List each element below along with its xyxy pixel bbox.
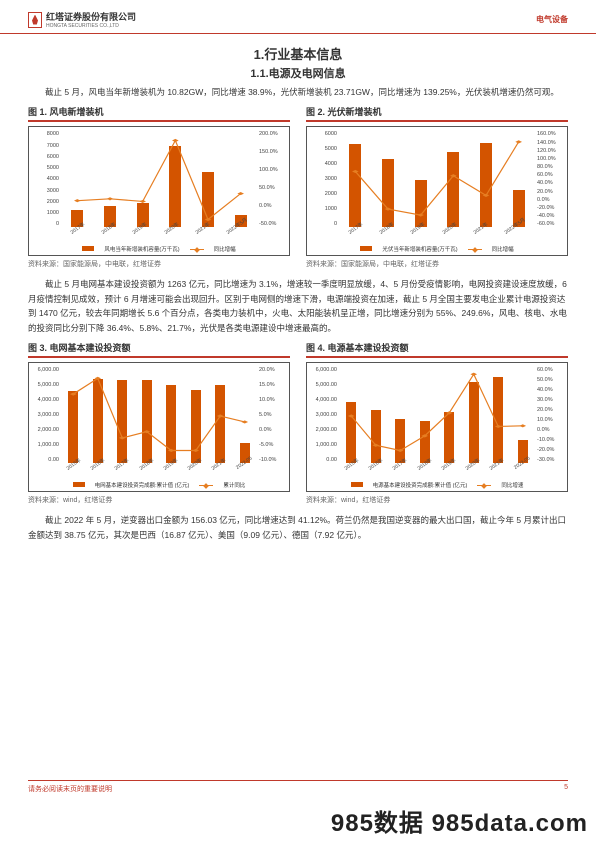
page-content: 1.行业基本信息 1.1.电源及电网信息 截止 5 月，风电当年新增装机为 10…: [0, 34, 596, 542]
chart-3-source: 资料来源：wind，红塔证券: [28, 495, 290, 505]
paragraph-3: 截止 2022 年 5 月，逆变器出口金额为 156.03 亿元，同比增速达到 …: [28, 513, 568, 542]
paragraph-2: 截止 5 月电网基本建设投资额为 1263 亿元，同比增速为 3.1%，增速较一…: [28, 277, 568, 335]
paragraph-1: 截止 5 月，风电当年新增装机为 10.82GW，同比增速 38.9%，光伏新增…: [28, 85, 568, 99]
chart-1-col: 图 1. 风电新增装机 8000700060005000400030002000…: [28, 105, 290, 269]
chart-1-title: 图 1. 风电新增装机: [28, 105, 290, 122]
chart-2-source: 资料来源：国家能源局，中电联，红塔证券: [306, 259, 568, 269]
chart-row-1: 图 1. 风电新增装机 8000700060005000400030002000…: [28, 105, 568, 269]
chart-4-col: 图 4. 电源基本建设投资额 6,000.005,000.004,000.003…: [306, 341, 568, 505]
page-header: 红塔证券股份有限公司 HONGTA SECURITIES CO.,LTD 电气设…: [0, 0, 596, 34]
header-category: 电气设备: [536, 14, 568, 25]
chart-2-col: 图 2. 光伏新增装机 6000500040003000200010000160…: [306, 105, 568, 269]
chart-3-title: 图 3. 电网基本建设投资额: [28, 341, 290, 358]
company-name: 红塔证券股份有限公司: [46, 10, 136, 23]
chart-2: 6000500040003000200010000160.0%140.0%120…: [306, 126, 568, 256]
chart-2-title: 图 2. 光伏新增装机: [306, 105, 568, 122]
page-footer: 请务必阅读末页的重要说明 5: [28, 780, 568, 794]
chart-4-source: 资料来源：wind，红塔证券: [306, 495, 568, 505]
section-1-1-title: 1.1.电源及电网信息: [28, 65, 568, 81]
chart-4-title: 图 4. 电源基本建设投资额: [306, 341, 568, 358]
logo-icon: [28, 12, 42, 28]
logo-block: 红塔证券股份有限公司 HONGTA SECURITIES CO.,LTD: [28, 10, 136, 29]
chart-3: 6,000.005,000.004,000.003,000.002,000.00…: [28, 362, 290, 492]
chart-4: 6,000.005,000.004,000.003,000.002,000.00…: [306, 362, 568, 492]
chart-row-2: 图 3. 电网基本建设投资额 6,000.005,000.004,000.003…: [28, 341, 568, 505]
company-name-en: HONGTA SECURITIES CO.,LTD: [46, 23, 136, 29]
chart-3-col: 图 3. 电网基本建设投资额 6,000.005,000.004,000.003…: [28, 341, 290, 505]
section-1-title: 1.行业基本信息: [28, 44, 568, 63]
page-number: 5: [564, 784, 568, 794]
watermark: 985数据 985data.com: [331, 803, 588, 838]
chart-1-source: 资料来源：国家能源局，中电联，红塔证券: [28, 259, 290, 269]
footer-disclaimer: 请务必阅读末页的重要说明: [28, 784, 112, 794]
chart-1: 800070006000500040003000200010000200.0%1…: [28, 126, 290, 256]
